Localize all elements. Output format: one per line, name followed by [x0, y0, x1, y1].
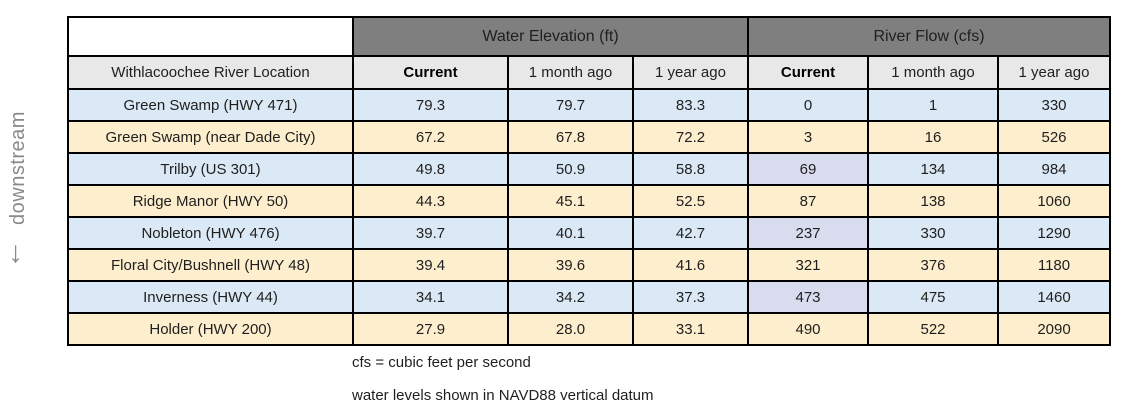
elevation-1-month-cell: 45.1 [507, 184, 634, 218]
flow-1-year-cell: 1290 [997, 216, 1111, 250]
flow-1-year-cell: 2090 [997, 312, 1111, 346]
downstream-arrow-icon: ↓ [8, 236, 23, 269]
flow-1-month-cell: 1 [867, 88, 999, 122]
location-column-header: Withlacoochee River Location [67, 55, 354, 90]
table-row: Green Swamp (HWY 471) 79.3 79.7 83.3 0 1 330 [67, 88, 1111, 122]
corner-spacer [67, 16, 354, 57]
elevation-1-year-cell: 72.2 [632, 120, 749, 154]
elevation-current-cell: 39.7 [352, 216, 509, 250]
elevation-1-year-cell: 58.8 [632, 152, 749, 186]
flow-current-cell: 87 [747, 184, 869, 218]
flow-1-year-cell: 1180 [997, 248, 1111, 282]
elevation-1-year-cell: 33.1 [632, 312, 749, 346]
elevation-1-year-cell: 41.6 [632, 248, 749, 282]
elevation-1-month-cell: 39.6 [507, 248, 634, 282]
flow-current-header: Current [747, 55, 869, 90]
location-cell: Green Swamp (near Dade City) [67, 120, 354, 154]
location-cell: Inverness (HWY 44) [67, 280, 354, 314]
elevation-1-year-cell: 52.5 [632, 184, 749, 218]
flow-current-cell: 0 [747, 88, 869, 122]
flow-current-cell: 69 [747, 152, 869, 186]
elevation-1-year-header: 1 year ago [632, 55, 749, 90]
location-cell: Trilby (US 301) [67, 152, 354, 186]
column-header-row: Withlacoochee River Location Current 1 m… [67, 55, 1111, 90]
flow-current-cell: 3 [747, 120, 869, 154]
elevation-current-cell: 49.8 [352, 152, 509, 186]
elevation-current-cell: 27.9 [352, 312, 509, 346]
river-flow-group-header: River Flow (cfs) [747, 16, 1111, 57]
elevation-1-month-cell: 28.0 [507, 312, 634, 346]
location-cell: Floral City/Bushnell (HWY 48) [67, 248, 354, 282]
elevation-1-month-cell: 67.8 [507, 120, 634, 154]
downstream-axis-label: downstream [7, 111, 29, 225]
group-header-row: Water Elevation (ft) River Flow (cfs) [67, 16, 1111, 57]
flow-1-month-cell: 376 [867, 248, 999, 282]
table-row: Green Swamp (near Dade City) 67.2 67.8 72.2… [67, 120, 1111, 154]
flow-1-year-cell: 984 [997, 152, 1111, 186]
elevation-1-year-cell: 83.3 [632, 88, 749, 122]
elevation-1-year-cell: 37.3 [632, 280, 749, 314]
flow-current-cell: 490 [747, 312, 869, 346]
elevation-current-cell: 79.3 [352, 88, 509, 122]
table-row: Trilby (US 301) 49.8 50.9 58.8 69 134 984 [67, 152, 1111, 186]
elevation-current-cell: 34.1 [352, 280, 509, 314]
elevation-1-month-cell: 79.7 [507, 88, 634, 122]
table-row: Ridge Manor (HWY 50) 44.3 45.1 52.5 87 138 106… [67, 184, 1111, 218]
flow-1-year-cell: 526 [997, 120, 1111, 154]
river-conditions-table: Water Elevation (ft) River Flow (cfs) Wi… [67, 16, 1111, 346]
flow-1-month-cell: 330 [867, 216, 999, 250]
elevation-current-header: Current [352, 55, 509, 90]
table-row: Floral City/Bushnell (HWY 48) 39.4 39.6 41.… [67, 248, 1111, 282]
table-row: Nobleton (HWY 476) 39.7 40.1 42.7 237 330 1290 [67, 216, 1111, 250]
elevation-1-month-cell: 34.2 [507, 280, 634, 314]
footnotes: cfs = cubic feet per second water levels… [352, 354, 654, 418]
elevation-current-cell: 44.3 [352, 184, 509, 218]
elevation-1-month-cell: 40.1 [507, 216, 634, 250]
flow-current-cell: 321 [747, 248, 869, 282]
location-cell: Holder (HWY 200) [67, 312, 354, 346]
flow-1-year-cell: 330 [997, 88, 1111, 122]
location-cell: Ridge Manor (HWY 50) [67, 184, 354, 218]
table-row: Holder (HWY 200) 27.9 28.0 33.1 490 522 2090 [67, 312, 1111, 346]
flow-1-year-cell: 1460 [997, 280, 1111, 314]
flow-1-month-cell: 475 [867, 280, 999, 314]
flow-current-cell: 237 [747, 216, 869, 250]
flow-1-month-cell: 522 [867, 312, 999, 346]
location-cell: Green Swamp (HWY 471) [67, 88, 354, 122]
elevation-1-month-header: 1 month ago [507, 55, 634, 90]
location-cell: Nobleton (HWY 476) [67, 216, 354, 250]
flow-1-month-cell: 134 [867, 152, 999, 186]
elevation-1-year-cell: 42.7 [632, 216, 749, 250]
elevation-current-cell: 39.4 [352, 248, 509, 282]
flow-current-cell: 473 [747, 280, 869, 314]
elevation-current-cell: 67.2 [352, 120, 509, 154]
flow-1-year-cell: 1060 [997, 184, 1111, 218]
flow-1-year-header: 1 year ago [997, 55, 1111, 90]
flow-1-month-cell: 16 [867, 120, 999, 154]
water-elevation-group-header: Water Elevation (ft) [352, 16, 749, 57]
flow-1-month-header: 1 month ago [867, 55, 999, 90]
note-vertical-datum: water levels shown in NAVD88 vertical da… [352, 387, 654, 404]
note-cfs-definition: cfs = cubic feet per second [352, 354, 531, 371]
elevation-1-month-cell: 50.9 [507, 152, 634, 186]
flow-1-month-cell: 138 [867, 184, 999, 218]
table-row: Inverness (HWY 44) 34.1 34.2 37.3 473 475 1460 [67, 280, 1111, 314]
